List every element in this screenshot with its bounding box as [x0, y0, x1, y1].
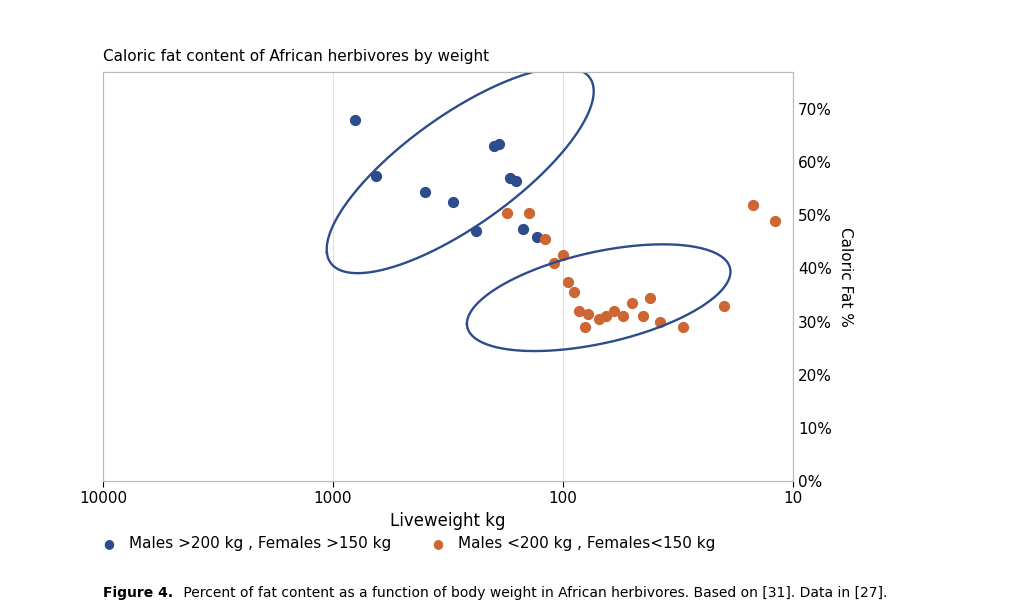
Point	[606, 306, 622, 316]
Point	[502, 174, 518, 183]
Point	[624, 298, 641, 308]
Point	[468, 227, 484, 236]
Point	[642, 293, 658, 302]
Point	[580, 309, 596, 319]
Point	[766, 216, 783, 225]
Point	[615, 311, 631, 321]
X-axis label: Liveweight kg: Liveweight kg	[390, 512, 506, 529]
Point	[490, 139, 507, 148]
Point	[499, 208, 515, 218]
Point	[577, 322, 593, 332]
Point	[716, 301, 732, 311]
Point	[508, 176, 524, 186]
Point	[560, 277, 577, 287]
Point	[545, 258, 561, 268]
Text: ●: ●	[433, 537, 444, 551]
Point	[555, 251, 572, 260]
Text: Males <200 kg , Females<150 kg: Males <200 kg , Females<150 kg	[458, 537, 716, 551]
Point	[745, 200, 761, 210]
Point	[652, 317, 668, 326]
Point	[675, 322, 691, 332]
Point	[347, 115, 364, 124]
Point	[416, 187, 433, 197]
Text: Percent of fat content as a function of body weight in African herbivores. Based: Percent of fat content as a function of …	[179, 586, 888, 600]
Point	[528, 232, 545, 242]
Point	[571, 306, 587, 316]
Point	[597, 311, 614, 321]
Point	[537, 234, 553, 244]
Text: Caloric fat content of African herbivores by weight: Caloric fat content of African herbivore…	[103, 49, 489, 64]
Point	[634, 311, 651, 321]
Point	[514, 224, 530, 234]
Point	[565, 287, 582, 297]
Point	[445, 197, 461, 207]
Point	[521, 208, 538, 218]
Y-axis label: Caloric Fat %: Caloric Fat %	[837, 227, 853, 326]
Point	[368, 171, 384, 180]
Text: ●: ●	[103, 537, 114, 551]
Point	[485, 142, 502, 151]
Text: Figure 4.: Figure 4.	[103, 586, 173, 600]
Point	[590, 314, 607, 324]
Text: Males >200 kg , Females >150 kg: Males >200 kg , Females >150 kg	[129, 537, 391, 551]
